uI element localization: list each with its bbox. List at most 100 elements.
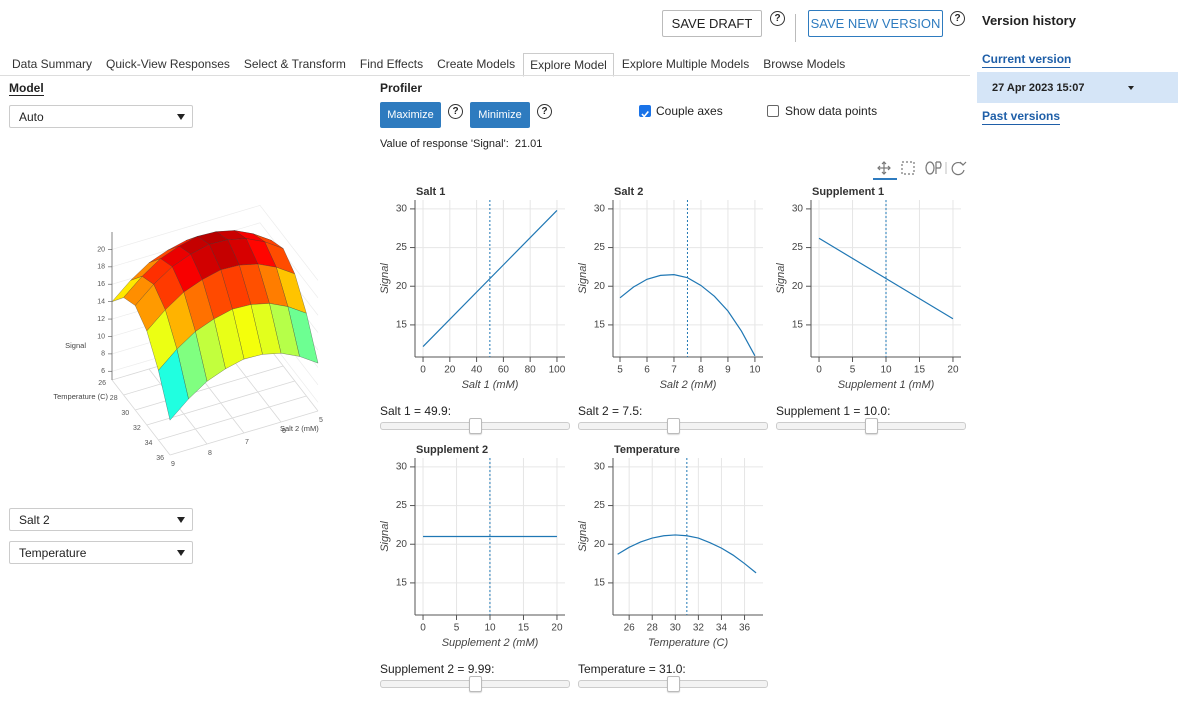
select-value: Temperature (19, 545, 87, 560)
pan-tool[interactable] (877, 161, 891, 175)
x-axis-label: Temperature (C) (53, 392, 108, 401)
x-tick-label: 20 (947, 365, 959, 376)
slider-thumb[interactable] (667, 676, 680, 692)
y-tick-label: 20 (792, 281, 804, 292)
y-axis-label: Signal (577, 263, 589, 294)
y-tick-label: 7 (245, 439, 249, 446)
y-tick-label: 25 (594, 500, 606, 511)
box-zoom-tool[interactable] (901, 161, 915, 175)
past-versions-link[interactable]: Past versions (982, 109, 1061, 125)
chart-title: Supplement 2 (416, 444, 488, 456)
profile-chart: Salt 2 15 20 25 30 5 6 7 8 9 10 Salt 2 (mM) Signal (577, 186, 763, 391)
wheel-zoom-tool[interactable] (925, 161, 942, 175)
x-tick-label: 15 (914, 365, 926, 376)
x-axis-label: Temperature (C) (648, 637, 729, 649)
reset-tool[interactable] (951, 161, 967, 176)
slider-thumb[interactable] (468, 418, 482, 434)
z-tick-label: 20 (97, 246, 105, 253)
x-tick-label: 9 (725, 365, 731, 376)
tab-bar: Data Summary Quick-View Responses Select &… (6, 53, 853, 77)
save-draft-button[interactable]: SAVE DRAFT (662, 10, 762, 37)
select-value: Salt 2 (19, 512, 50, 527)
z-tick-label: 14 (97, 298, 105, 305)
profile-chart: Salt 1 15 20 25 30 0 20 40 60 80 100 Salt 1 (mM) Sig… (379, 186, 566, 391)
save-version-button[interactable]: SAVE NEW VERSION (808, 10, 943, 37)
z-tick-label: 16 (97, 281, 105, 288)
x-tick-label: 36 (739, 623, 751, 634)
slider-label: Supplement 1 = 10.0: (776, 404, 891, 418)
y-axis-label: Salt 2 (mM) (280, 424, 319, 433)
version-select[interactable]: 27 Apr 2023 15:07 (977, 72, 1178, 103)
version-history-title: Version history (982, 13, 1076, 28)
minimize-button[interactable]: Minimize (470, 102, 530, 128)
y-tick-label: 30 (594, 462, 606, 473)
x-tick-label: 6 (644, 365, 650, 376)
surface-plot: 26 28 30 32 34 36 5 6 7 8 9 6 8 10 12 14 16 18 20 Signal Tem… (53, 205, 323, 468)
z-tick-label: 8 (101, 351, 105, 358)
help-icon[interactable]: ? (770, 11, 785, 26)
tab[interactable]: Data Summary (12, 57, 93, 71)
x-tick-label: 28 (647, 623, 659, 634)
z-axis-label: Signal (65, 341, 86, 350)
y-axis-label: Signal (379, 521, 391, 552)
slider-label: Supplement 2 = 9.99: (380, 662, 495, 676)
x-tick-label: 32 (693, 623, 705, 634)
y-tick-label: 30 (792, 204, 804, 215)
axis-select[interactable]: Temperature (9, 541, 193, 564)
y-tick-label: 20 (396, 539, 408, 550)
y-tick-label: 30 (396, 204, 408, 215)
slider-thumb[interactable] (468, 676, 482, 692)
x-tick-label: 0 (816, 365, 822, 376)
tab[interactable]: Select & Transform (243, 57, 346, 71)
x-axis-label: Supplement 1 (mM) (838, 379, 935, 391)
checkbox[interactable] (767, 105, 779, 117)
tab[interactable]: Explore Model (523, 53, 614, 77)
y-tick-label: 30 (396, 462, 408, 473)
tab-rule (0, 75, 970, 76)
chart-title: Supplement 1 (812, 186, 884, 198)
model-select[interactable]: Auto (9, 105, 193, 128)
y-axis-label: Signal (379, 263, 391, 294)
x-tick-label: 26 (624, 623, 636, 634)
x-tick-label: 10 (749, 365, 761, 376)
y-tick-label: 20 (396, 281, 408, 292)
slider-label: Temperature = 31.0: (578, 662, 686, 676)
help-icon[interactable]: ? (448, 104, 463, 119)
checkbox[interactable] (639, 105, 651, 118)
tab[interactable]: Find Effects (359, 57, 424, 71)
x-tick-label: 32 (133, 425, 141, 432)
profiler-title: Profiler (380, 81, 423, 95)
tab[interactable]: Create Models (437, 57, 516, 71)
x-tick-label: 34 (716, 623, 728, 634)
x-tick-label: 0 (420, 365, 426, 376)
tab[interactable]: Quick-View Responses (106, 57, 230, 71)
y-tick-label: 15 (396, 320, 408, 331)
x-tick-label: 30 (670, 623, 682, 634)
tab[interactable]: Explore Multiple Models (621, 57, 750, 71)
help-icon[interactable]: ? (537, 104, 552, 119)
y-tick-label: 15 (594, 320, 606, 331)
x-tick-label: 34 (145, 440, 153, 447)
slider-label: Salt 2 = 7.5: (578, 404, 643, 418)
profile-chart: Supplement 2 15 20 25 30 0 5 10 15 20 Supplement 2… (379, 444, 565, 649)
maximize-button[interactable]: Maximize (380, 102, 441, 128)
z-tick-label: 18 (97, 264, 105, 271)
x-tick-label: 30 (121, 410, 129, 417)
y-tick-label: 9 (171, 461, 175, 468)
x-tick-label: 20 (444, 365, 456, 376)
slider-label: Salt 1 = 49.9: (380, 404, 452, 418)
wall-grid-line (111, 222, 319, 299)
tab[interactable]: Browse Models (763, 57, 846, 71)
profile-line (422, 210, 558, 347)
x-tick-label: 0 (420, 623, 426, 634)
y-tick-label: 5 (319, 417, 323, 424)
separator (795, 14, 796, 42)
slider-thumb[interactable] (865, 418, 878, 434)
help-icon[interactable]: ? (950, 11, 965, 26)
y-tick-label: 8 (208, 450, 212, 457)
chart-title: Temperature (614, 444, 680, 456)
slider-thumb[interactable] (667, 418, 680, 434)
axis-select[interactable]: Salt 2 (9, 508, 193, 531)
